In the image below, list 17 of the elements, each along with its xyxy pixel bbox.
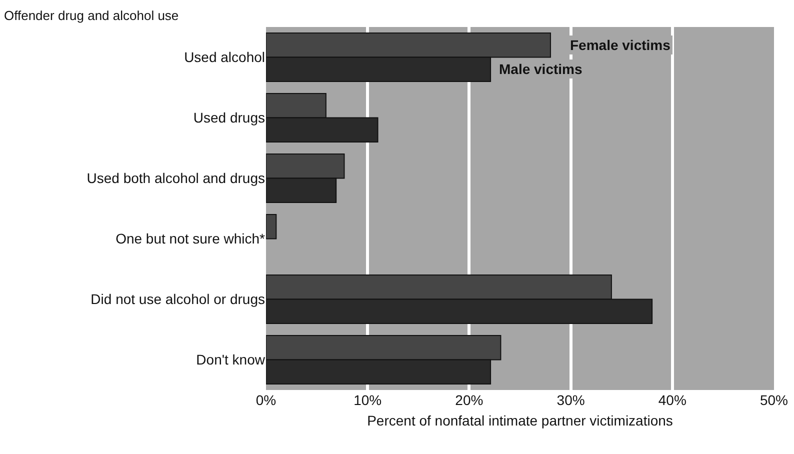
x-tick-label: 40% xyxy=(658,392,686,408)
x-tick-label: 30% xyxy=(556,392,585,408)
series-label: Female victims xyxy=(570,37,671,53)
y-tick-label: Don't know xyxy=(196,352,266,368)
y-tick-label: One but not sure which* xyxy=(116,230,266,247)
x-tick-label: 50% xyxy=(760,392,788,408)
y-axis-title: Offender drug and alcohol use xyxy=(4,8,179,23)
y-tick-label: Did not use alcohol or drugs xyxy=(90,291,265,308)
x-axis-title: Percent of nonfatal intimate partner victimizations xyxy=(367,412,673,428)
bar xyxy=(266,214,277,240)
y-tick-label: Used both alcohol and drugs xyxy=(86,170,265,186)
x-tick-label: 10% xyxy=(354,392,382,408)
y-tick-label: Used alcohol xyxy=(184,49,265,66)
series-label: Male victims xyxy=(499,61,582,77)
y-tick-label: Used drugs xyxy=(193,110,265,126)
x-tick-label: 0% xyxy=(256,392,276,408)
x-tick-label: 20% xyxy=(455,392,484,408)
